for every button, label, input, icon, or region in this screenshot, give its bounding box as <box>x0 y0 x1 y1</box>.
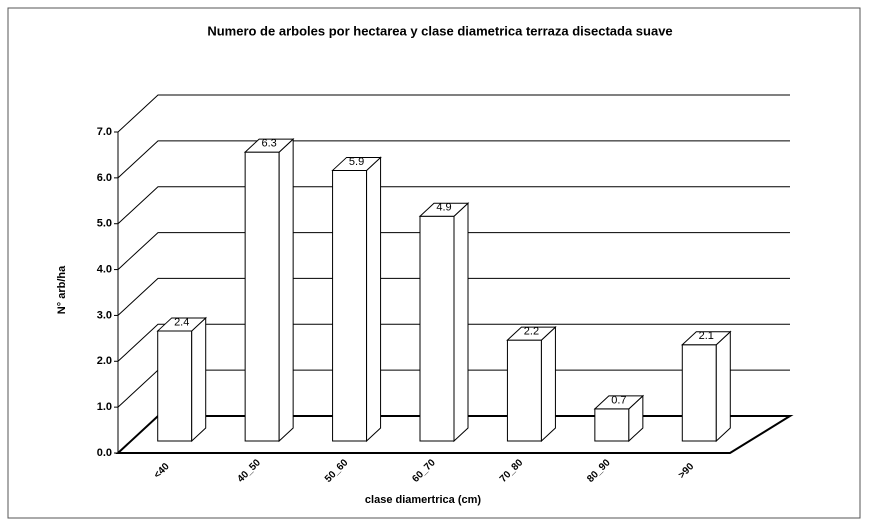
y-tick-label: 7.0 <box>97 126 112 138</box>
chart-title: Numero de arboles por hectarea y clase d… <box>207 23 672 38</box>
bar-top <box>506 326 557 341</box>
bar-front <box>681 344 717 442</box>
y-axis-title: N° arb/ha <box>56 265 68 314</box>
grid-line <box>117 186 790 225</box>
x-tick-label: 40_50 <box>236 457 264 485</box>
bar-front <box>157 330 193 442</box>
bar-front <box>506 339 542 442</box>
value-label: 4.9 <box>436 202 451 214</box>
bar-front <box>594 408 630 442</box>
bar <box>418 202 470 443</box>
x-tick-label: 80_90 <box>585 457 613 485</box>
bar-top <box>681 331 732 346</box>
y-tick-label: 3.0 <box>97 309 112 321</box>
value-label: 2.2 <box>524 326 539 338</box>
x-tick-label: <40 <box>152 461 172 481</box>
x-tick-label: 60_70 <box>410 457 438 485</box>
grid-line <box>117 140 790 179</box>
y-tick-label: 1.0 <box>97 401 112 413</box>
bar-side <box>540 325 556 443</box>
bar <box>681 330 732 443</box>
bar-top <box>243 138 295 153</box>
y-tick-label: 2.0 <box>97 355 112 367</box>
chart-frame <box>7 7 861 519</box>
x-tick-label: 70_80 <box>498 457 526 485</box>
y-tick-label: 4.0 <box>97 263 112 275</box>
bar-side <box>453 202 469 443</box>
value-label: 0.7 <box>611 394 626 406</box>
x-tick-label: >90 <box>676 461 696 481</box>
bar <box>156 316 207 443</box>
bar-side <box>715 330 731 443</box>
grid-line <box>117 232 790 270</box>
value-label: 5.9 <box>349 156 364 168</box>
value-label: 2.4 <box>174 316 189 328</box>
grid-line <box>117 94 790 133</box>
grid-line <box>117 323 790 362</box>
value-label: 2.1 <box>699 330 714 342</box>
bar-front <box>244 151 280 442</box>
bar <box>331 156 382 443</box>
bar-front <box>332 169 368 442</box>
bar-top <box>331 156 382 171</box>
bar <box>506 325 557 443</box>
bar-top <box>593 395 645 410</box>
bar-side <box>278 137 294 443</box>
x-tick-label: 50_60 <box>323 457 351 485</box>
bar-front <box>419 215 455 442</box>
y-tick-label: 6.0 <box>97 172 112 184</box>
bar-top <box>418 202 470 217</box>
bar-side <box>366 156 382 443</box>
x-axis-title: clase diamertrica (cm) <box>365 494 482 506</box>
grid-line <box>117 277 790 316</box>
bar-side <box>191 316 207 443</box>
bar <box>593 394 645 443</box>
y-tick-label: 5.0 <box>97 218 112 230</box>
bar-top <box>156 317 207 332</box>
bar <box>243 137 295 443</box>
y-tick-label: 0.0 <box>97 447 112 459</box>
value-label: 6.3 <box>261 138 276 150</box>
